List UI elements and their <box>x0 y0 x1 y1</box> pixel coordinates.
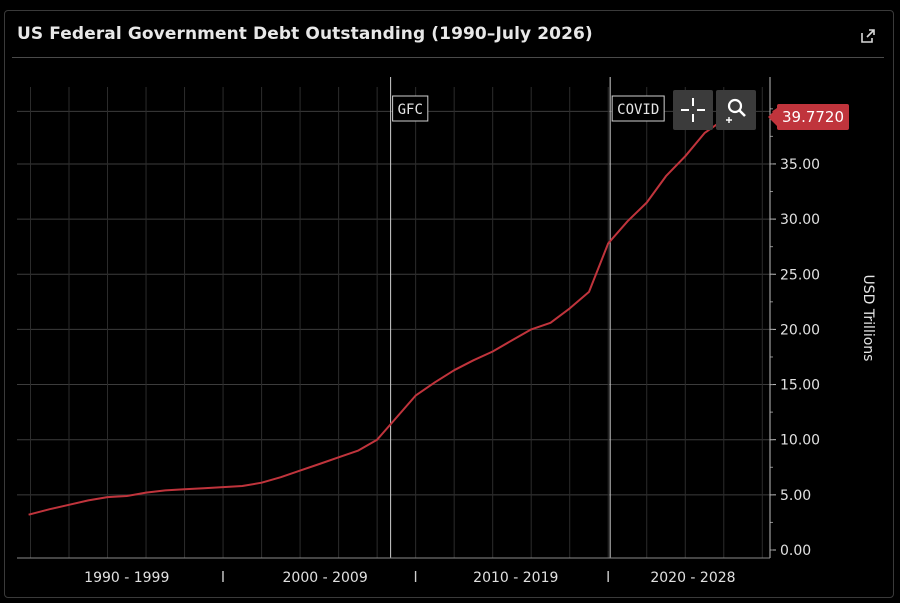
zoom-in-button[interactable] <box>716 90 756 130</box>
event-label-box <box>611 95 665 122</box>
chart-title: US Federal Government Debt Outstanding (… <box>17 24 593 44</box>
y-tick-label: 30.00 <box>780 212 820 228</box>
y-tick-label: 10.00 <box>780 433 820 449</box>
y-tick-label: 0.00 <box>780 543 811 559</box>
y-tick-label: 20.00 <box>780 322 820 338</box>
last-value-badge: 39.7720 <box>768 104 849 130</box>
x-group-label: 1990 - 1999 <box>84 570 169 586</box>
zoom-in-icon <box>726 98 746 123</box>
event-label: GFC <box>398 102 423 118</box>
crosshair-button[interactable] <box>673 90 713 130</box>
x-group-label: 2020 - 2028 <box>650 570 735 586</box>
crosshair-icon <box>681 98 705 122</box>
series-line <box>28 110 736 516</box>
y-tick-label: 25.00 <box>780 267 820 283</box>
y-axis-label: USD Trillions <box>860 274 876 362</box>
event-label-box <box>392 95 429 122</box>
y-tick-label: 15.00 <box>780 378 820 394</box>
y-tick-label: 35.00 <box>780 157 820 173</box>
share-icon[interactable] <box>859 27 877 45</box>
x-group-label: 2000 - 2009 <box>283 570 368 586</box>
title-divider <box>12 57 884 58</box>
y-tick-label: 5.00 <box>780 488 811 504</box>
event-label: COVID <box>617 102 659 118</box>
x-group-label: 2010 - 2019 <box>473 570 558 586</box>
